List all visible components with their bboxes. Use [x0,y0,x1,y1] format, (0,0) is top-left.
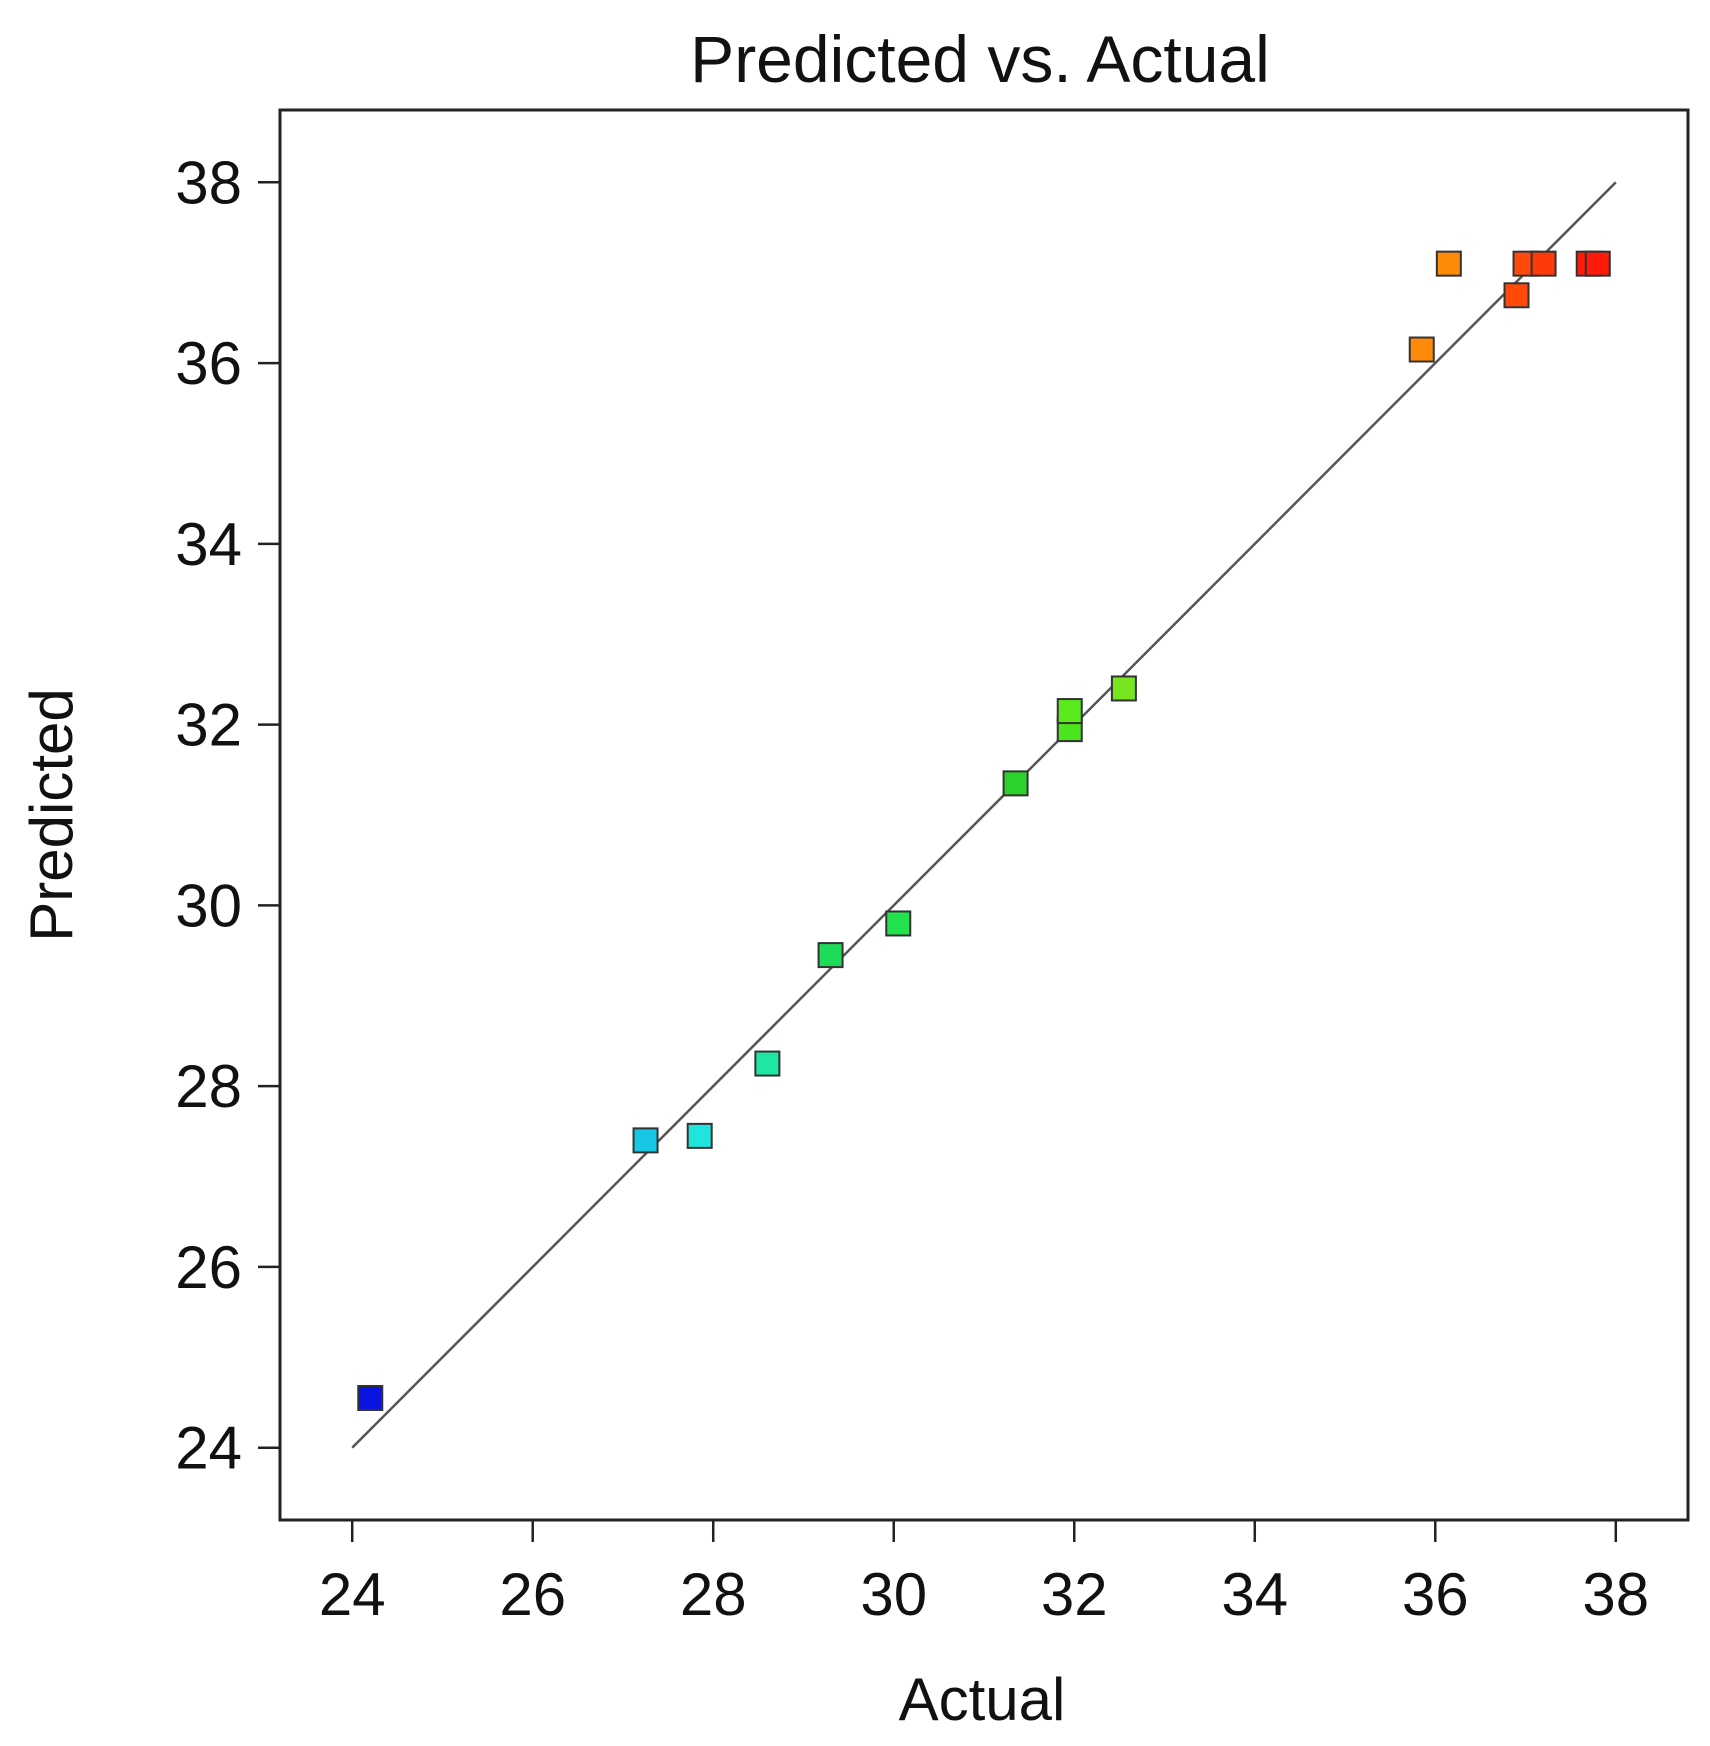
chart-title: Predicted vs. Actual [690,22,1270,96]
y-tick-label: 26 [175,1234,242,1301]
x-tick-label: 32 [1041,1561,1108,1628]
x-tick-label: 24 [319,1561,386,1628]
x-tick-label: 34 [1221,1561,1288,1628]
x-tick-label: 36 [1402,1561,1469,1628]
data-point [885,910,912,937]
data-point [686,1122,713,1149]
data-point [754,1050,781,1077]
y-tick-label: 24 [175,1415,242,1482]
data-point [632,1127,659,1154]
data-point [817,942,844,969]
data-point [1530,250,1557,277]
data-point [1110,675,1137,702]
y-tick-label: 34 [175,511,242,578]
y-axis: 24 26 28 30 32 34 36 38 [175,149,280,1482]
data-point [1408,336,1435,363]
x-tick-label: 30 [860,1561,927,1628]
x-axis-label: Actual [899,1666,1066,1733]
data-point [1435,250,1462,277]
y-tick-label: 32 [175,692,242,759]
x-tick-label: 38 [1582,1561,1649,1628]
data-point [357,1384,384,1411]
data-point [1002,770,1029,797]
y-tick-label: 36 [175,330,242,397]
data-point [1584,250,1611,277]
y-axis-label: Predicted [18,688,85,941]
data-points [357,250,1611,1411]
x-tick-label: 28 [680,1561,747,1628]
y-tick-label: 30 [175,872,242,939]
data-point [1503,282,1530,309]
reference-line [351,181,1617,1449]
data-point [1056,698,1083,725]
y-tick-label: 28 [175,1053,242,1120]
x-axis: 24 26 28 30 32 34 36 38 [319,1520,1649,1628]
x-tick-label: 26 [499,1561,566,1628]
plot-area [278,108,1690,1522]
y-tick-label: 38 [175,149,242,216]
